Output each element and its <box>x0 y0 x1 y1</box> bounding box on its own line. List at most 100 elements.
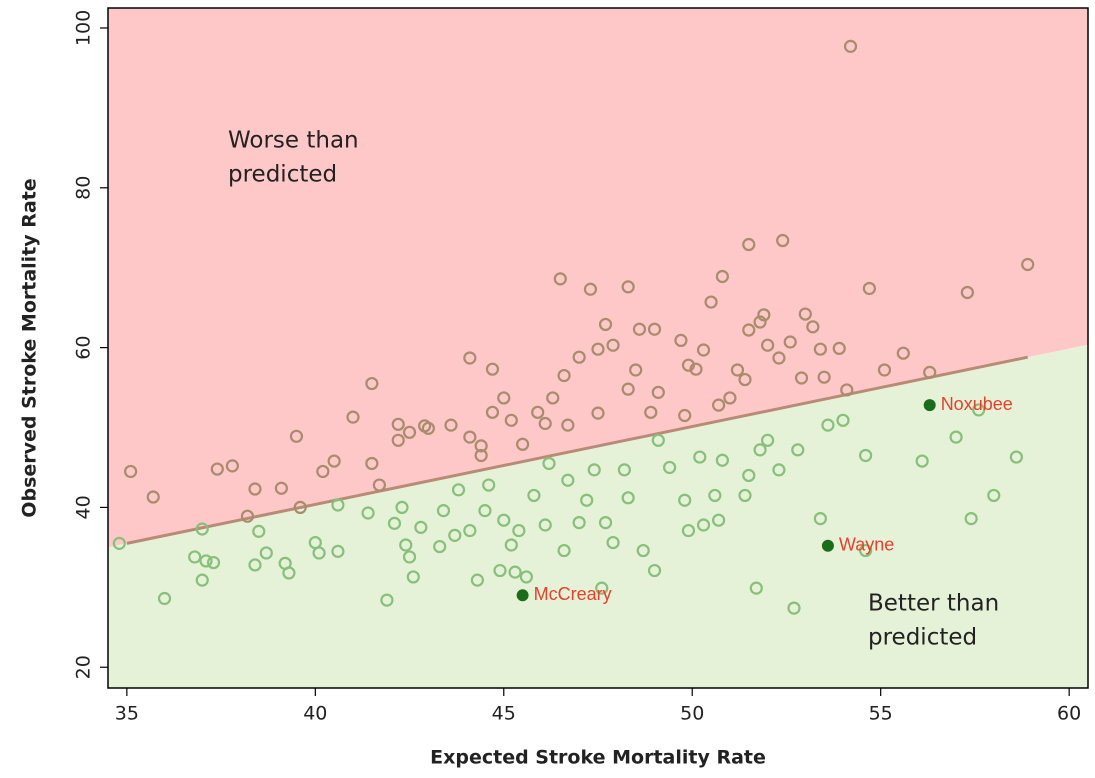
point <box>651 433 665 447</box>
point <box>327 454 341 468</box>
point <box>840 383 854 397</box>
point <box>252 524 266 538</box>
point <box>821 418 835 432</box>
point <box>112 536 126 550</box>
highlight-point <box>516 589 529 602</box>
point <box>862 281 876 296</box>
point <box>531 405 545 419</box>
x-tick-label: 50 <box>680 703 704 725</box>
point <box>538 518 552 532</box>
trend-line <box>126 355 1028 545</box>
point <box>421 421 435 435</box>
point <box>693 450 707 464</box>
point <box>259 546 273 560</box>
point <box>512 523 526 538</box>
point <box>282 566 296 580</box>
point <box>651 385 665 399</box>
point <box>365 456 379 471</box>
point <box>987 488 1001 503</box>
point <box>832 341 846 355</box>
point <box>527 488 541 503</box>
point <box>598 317 613 332</box>
x-tick-label: 45 <box>492 703 516 725</box>
point <box>877 363 892 377</box>
point <box>704 295 718 309</box>
point <box>595 581 609 595</box>
point <box>583 282 598 296</box>
point <box>482 478 496 492</box>
x-tick-label: 40 <box>303 703 327 725</box>
region-label: predicted <box>228 162 337 188</box>
region-below <box>108 344 1088 688</box>
point <box>636 543 650 558</box>
point <box>402 550 417 564</box>
point <box>896 346 910 360</box>
point <box>542 456 556 471</box>
point <box>598 515 613 530</box>
point-label: Wayne <box>839 535 894 555</box>
point <box>395 500 409 515</box>
point <box>813 342 827 356</box>
region-label: predicted <box>868 625 977 651</box>
point <box>859 448 873 463</box>
point <box>617 463 631 477</box>
point <box>248 482 262 496</box>
x-tick-label: 55 <box>869 703 893 725</box>
point <box>195 522 209 536</box>
point <box>436 504 451 518</box>
point <box>606 535 620 550</box>
point <box>972 403 986 417</box>
point <box>538 416 552 431</box>
point <box>448 528 462 542</box>
point <box>210 462 224 476</box>
point <box>843 39 858 53</box>
point <box>557 543 571 558</box>
point <box>516 437 530 451</box>
x-tick-label: 35 <box>115 703 139 725</box>
point <box>289 429 304 443</box>
point <box>647 322 662 336</box>
point <box>485 405 500 419</box>
point <box>806 320 820 334</box>
y-tick-label: 100 <box>73 10 95 46</box>
highlight-point <box>821 539 834 552</box>
point <box>761 433 775 447</box>
point <box>497 391 511 405</box>
point <box>474 448 488 463</box>
point <box>742 323 756 337</box>
point <box>772 463 786 477</box>
point <box>923 365 937 379</box>
point <box>124 464 138 479</box>
point <box>331 498 345 512</box>
point <box>715 269 729 284</box>
point <box>240 509 255 523</box>
point <box>146 490 160 504</box>
point <box>293 500 307 515</box>
point <box>463 523 477 538</box>
point <box>678 408 692 423</box>
point <box>331 544 345 558</box>
point <box>399 538 413 552</box>
point <box>561 418 575 432</box>
point <box>647 563 662 578</box>
y-tick-label: 20 <box>73 655 95 679</box>
point <box>629 363 643 377</box>
point <box>346 410 360 424</box>
point <box>402 425 417 439</box>
highlight-point <box>923 399 936 412</box>
point <box>794 371 809 385</box>
point <box>478 504 492 518</box>
point <box>365 376 379 391</box>
point <box>696 518 711 532</box>
y-tick-label: 80 <box>73 176 95 200</box>
point <box>463 351 477 365</box>
point <box>553 272 567 286</box>
point <box>474 439 488 453</box>
point <box>199 554 213 568</box>
point <box>621 382 635 396</box>
point-label: Noxubee <box>941 394 1013 414</box>
point <box>681 523 696 538</box>
point <box>783 335 797 349</box>
point <box>696 343 711 357</box>
